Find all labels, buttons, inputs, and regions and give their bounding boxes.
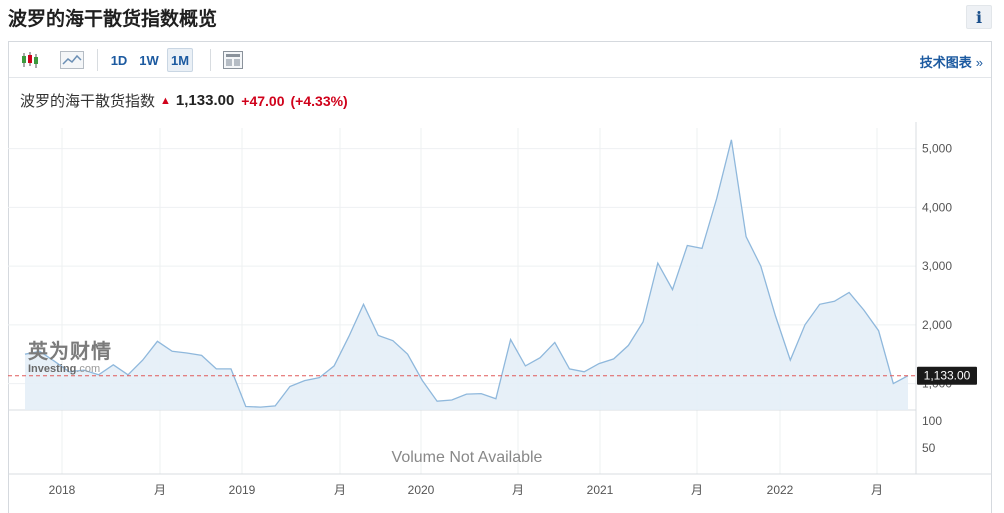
interval-1d-button[interactable]: 1D (110, 52, 128, 68)
time-tick-label: 月 (334, 483, 346, 497)
time-tick-label: 月 (154, 483, 166, 497)
watermark-en: Investing (28, 363, 77, 375)
time-tick-label: 2021 (587, 483, 614, 497)
layout-icon[interactable] (221, 48, 245, 72)
time-tick-label: 2020 (408, 483, 435, 497)
price-tick-label: 3,000 (922, 259, 952, 273)
time-tick-label: 月 (691, 483, 703, 497)
watermark-en-suffix: .com (76, 363, 101, 375)
quote-header: 波罗的海干散货指数 ▲ 1,133.00 +47.00 (+4.33%) (20, 90, 348, 111)
interval-1m-button[interactable]: 1M (167, 48, 193, 72)
price-tick-label: 4,000 (922, 200, 952, 214)
time-tick-label: 月 (512, 483, 524, 497)
volume-axis: 100 50 (922, 414, 942, 455)
price-change-percent: (+4.33%) (290, 92, 348, 109)
chart-widget: 1D 1W 1M 技术图表» 波罗的海干散货指数 ▲ 1,133.00 +47.… (8, 41, 992, 513)
watermark-cn: 英为财情 (28, 341, 112, 363)
price-tick-label: 2,000 (922, 318, 952, 332)
page-title: 波罗的海干散货指数概览 (8, 9, 218, 30)
interval-1w-button[interactable]: 1W (139, 52, 159, 68)
price-series-line (24, 139, 909, 408)
price-change: +47.00 (241, 92, 285, 109)
last-price: 1,133.00 (175, 92, 235, 109)
index-name: 波罗的海干散货指数 (20, 93, 156, 110)
volume-tick-label: 100 (922, 414, 942, 428)
candlestick-icon[interactable] (19, 48, 41, 72)
last-price-tag: 1,133.00 (917, 366, 977, 385)
time-tick-label: 2018 (49, 483, 76, 497)
volume-not-available-text: Volume Not Available (392, 449, 543, 466)
price-tick-label: 5,000 (922, 142, 952, 156)
volume-tick-label: 50 (922, 441, 936, 455)
technical-chart-label: 技术图表 (919, 55, 972, 70)
info-button[interactable]: i (966, 5, 992, 29)
technical-chart-link[interactable]: 技术图表» (920, 52, 983, 71)
time-tick-label: 月 (871, 483, 883, 497)
time-tick-label: 2022 (767, 483, 794, 497)
investing-watermark: 英为财情 Investing.com (28, 341, 112, 375)
time-tick-label: 2019 (229, 483, 256, 497)
last-price-tag-label: 1,133.00 (924, 369, 971, 383)
price-area-fill (25, 139, 908, 411)
time-axis: 2018 月 2019 月 2020 月 2021 月 2022 月 (49, 483, 883, 497)
area-chart-icon[interactable] (59, 48, 85, 72)
chart-toolbar: 1D 1W 1M 技术图表» (9, 42, 991, 78)
chevron-right-icon: » (975, 55, 983, 70)
up-arrow-icon: ▲ (160, 94, 171, 107)
